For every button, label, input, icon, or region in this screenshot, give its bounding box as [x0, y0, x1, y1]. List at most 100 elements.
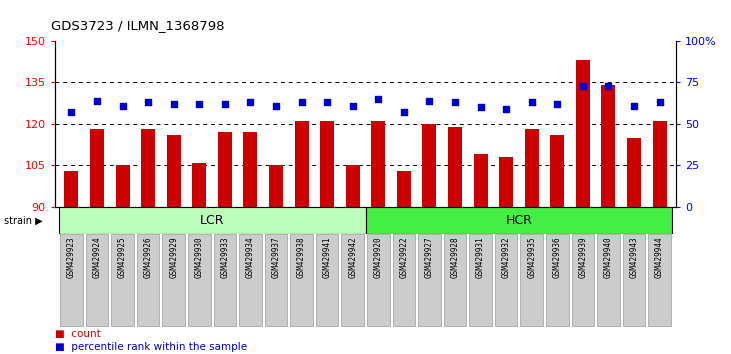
Bar: [167, 135, 181, 207]
Text: GSM429934: GSM429934: [246, 236, 255, 278]
Text: GSM429941: GSM429941: [322, 236, 332, 278]
Bar: [192, 163, 206, 207]
Point: [551, 101, 563, 107]
FancyBboxPatch shape: [393, 234, 415, 326]
Bar: [320, 121, 334, 207]
FancyBboxPatch shape: [213, 234, 236, 326]
Text: GSM429927: GSM429927: [425, 236, 434, 278]
Point: [143, 99, 154, 105]
Bar: [218, 132, 232, 207]
Point: [168, 101, 180, 107]
FancyBboxPatch shape: [597, 234, 620, 326]
Point: [577, 83, 588, 88]
FancyBboxPatch shape: [495, 234, 518, 326]
Text: GSM429937: GSM429937: [271, 236, 281, 278]
Text: GSM429930: GSM429930: [194, 236, 204, 278]
Text: GDS3723 / ILMN_1368798: GDS3723 / ILMN_1368798: [51, 19, 224, 32]
Text: GSM429935: GSM429935: [527, 236, 537, 278]
Text: GSM429931: GSM429931: [476, 236, 485, 278]
Text: GSM429936: GSM429936: [553, 236, 562, 278]
Point: [91, 98, 103, 103]
FancyBboxPatch shape: [290, 234, 313, 326]
Point: [500, 106, 512, 112]
Point: [628, 103, 640, 108]
Text: GSM429928: GSM429928: [450, 236, 460, 278]
Text: GSM429923: GSM429923: [67, 236, 76, 278]
Bar: [90, 130, 104, 207]
FancyBboxPatch shape: [367, 234, 390, 326]
Bar: [423, 124, 436, 207]
Bar: [64, 171, 78, 207]
FancyBboxPatch shape: [162, 234, 185, 326]
Bar: [550, 135, 564, 207]
Text: strain ▶: strain ▶: [4, 215, 42, 225]
FancyBboxPatch shape: [444, 234, 466, 326]
Text: GSM429944: GSM429944: [655, 236, 664, 278]
Text: GSM429929: GSM429929: [169, 236, 178, 278]
FancyBboxPatch shape: [469, 234, 492, 326]
Text: ■  percentile rank within the sample: ■ percentile rank within the sample: [55, 342, 247, 352]
Point: [270, 103, 282, 108]
Point: [194, 101, 205, 107]
FancyBboxPatch shape: [265, 234, 287, 326]
Bar: [474, 154, 488, 207]
Point: [474, 104, 486, 110]
Text: GSM429925: GSM429925: [118, 236, 127, 278]
Point: [117, 103, 129, 108]
Text: GSM429942: GSM429942: [348, 236, 357, 278]
Text: GSM429933: GSM429933: [220, 236, 230, 278]
Bar: [499, 157, 513, 207]
Bar: [576, 60, 590, 207]
Point: [602, 83, 614, 88]
Text: ■  count: ■ count: [55, 329, 101, 338]
Point: [423, 98, 435, 103]
Text: GSM429943: GSM429943: [629, 236, 638, 278]
Bar: [243, 132, 257, 207]
Point: [296, 99, 308, 105]
FancyBboxPatch shape: [418, 234, 441, 326]
FancyBboxPatch shape: [60, 234, 83, 326]
FancyBboxPatch shape: [341, 234, 364, 326]
Text: GSM429920: GSM429920: [374, 236, 383, 278]
FancyBboxPatch shape: [137, 234, 159, 326]
Bar: [525, 130, 539, 207]
Text: GSM429938: GSM429938: [297, 236, 306, 278]
FancyBboxPatch shape: [58, 207, 366, 234]
Bar: [397, 171, 411, 207]
Point: [219, 101, 231, 107]
FancyBboxPatch shape: [572, 234, 594, 326]
Bar: [141, 130, 155, 207]
Text: HCR: HCR: [505, 214, 532, 227]
Text: GSM429926: GSM429926: [144, 236, 153, 278]
FancyBboxPatch shape: [86, 234, 108, 326]
Point: [449, 99, 461, 105]
Bar: [295, 121, 308, 207]
FancyBboxPatch shape: [520, 234, 543, 326]
Text: GSM429940: GSM429940: [604, 236, 613, 278]
FancyBboxPatch shape: [188, 234, 211, 326]
Point: [654, 99, 665, 105]
Text: GSM429922: GSM429922: [399, 236, 409, 278]
Bar: [371, 121, 385, 207]
Bar: [115, 166, 129, 207]
Text: GSM429924: GSM429924: [93, 236, 102, 278]
Bar: [346, 166, 360, 207]
Bar: [602, 85, 616, 207]
Text: GSM429932: GSM429932: [501, 236, 511, 278]
Bar: [448, 127, 462, 207]
Bar: [269, 166, 283, 207]
Point: [66, 109, 77, 115]
FancyBboxPatch shape: [316, 234, 338, 326]
Text: LCR: LCR: [200, 214, 224, 227]
Text: GSM429939: GSM429939: [578, 236, 587, 278]
Point: [245, 99, 257, 105]
FancyBboxPatch shape: [546, 234, 569, 326]
FancyBboxPatch shape: [648, 234, 671, 326]
FancyBboxPatch shape: [366, 207, 673, 234]
Point: [398, 109, 409, 115]
FancyBboxPatch shape: [623, 234, 645, 326]
Point: [322, 99, 333, 105]
FancyBboxPatch shape: [111, 234, 134, 326]
Point: [372, 96, 384, 102]
Bar: [653, 121, 667, 207]
